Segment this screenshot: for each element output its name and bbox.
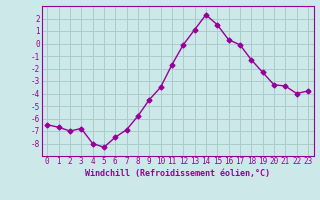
X-axis label: Windchill (Refroidissement éolien,°C): Windchill (Refroidissement éolien,°C) [85, 169, 270, 178]
